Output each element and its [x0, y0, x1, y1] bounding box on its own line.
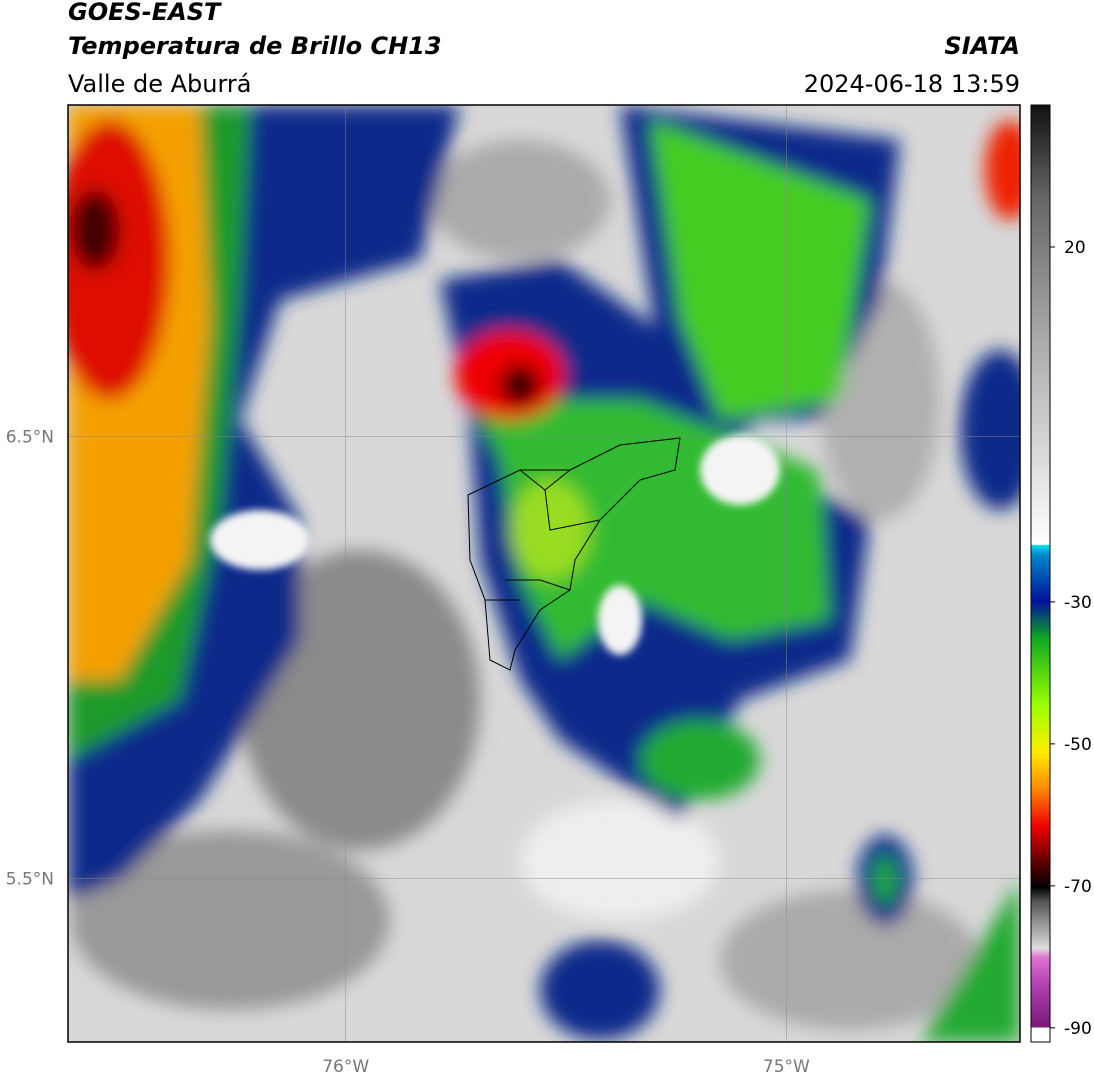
region: Valle de Aburrá — [68, 70, 252, 98]
datetime: 2024-06-18 13:59 — [804, 70, 1020, 98]
lon-label: 75°W — [763, 1057, 810, 1077]
lat-label: 6.5°N — [6, 427, 54, 447]
lat-label: 5.5°N — [6, 869, 54, 889]
colorbar-tick-label: 20 — [1064, 238, 1086, 258]
colorbar-tick-label: -50 — [1064, 735, 1092, 755]
title: GOES-EAST — [68, 0, 222, 26]
colorbar — [1030, 104, 1051, 1043]
colorbar-tick-label: -90 — [1064, 1019, 1092, 1039]
colorbar-tick-label: -30 — [1064, 593, 1092, 613]
subtitle: Temperatura de Brillo CH13 — [68, 32, 442, 60]
map-frame — [67, 104, 1021, 1043]
satellite-image — [68, 105, 1020, 1042]
lon-label: 76°W — [322, 1057, 369, 1077]
org: SIATA — [944, 32, 1020, 60]
colorbar-tick-label: -70 — [1064, 877, 1092, 897]
